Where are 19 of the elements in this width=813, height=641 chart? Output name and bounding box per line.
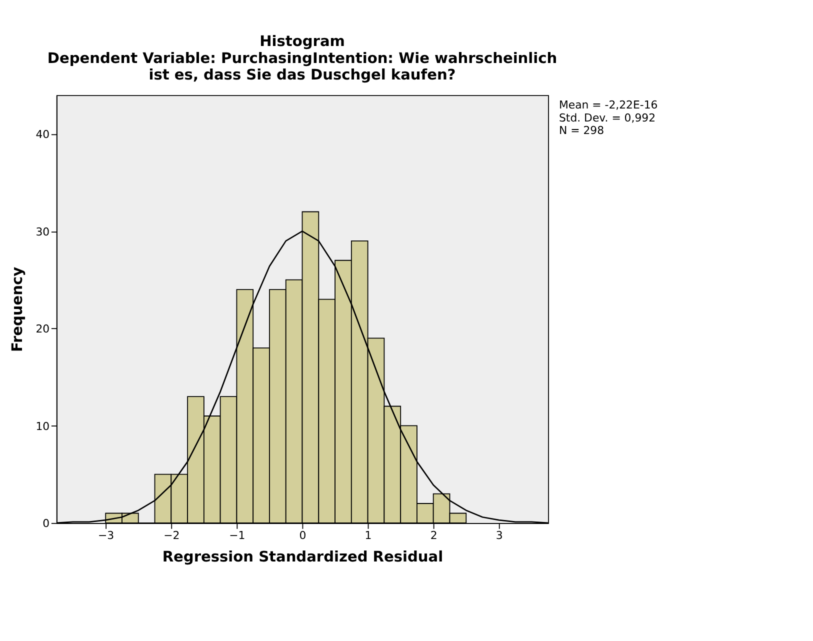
x-axis-title: Regression Standardized Residual: [162, 548, 444, 566]
x-tick-label: 0: [299, 528, 306, 542]
text: N = 298: [558, 124, 604, 138]
text: Mean = -2,22E-16: [558, 98, 658, 112]
x-tick-label: −2: [164, 528, 180, 542]
y-tick-label: 0: [42, 517, 50, 530]
chart-title: Histogram: [260, 32, 345, 50]
y-tick-label: 10: [36, 420, 50, 433]
x-tick-label: 2: [430, 528, 438, 542]
y-tick-label: 40: [36, 128, 50, 142]
x-tick-label: −1: [229, 528, 246, 542]
y-tick-label: 30: [36, 225, 50, 238]
text: Std. Dev. = 0,992: [558, 111, 656, 124]
x-tick-label: 1: [364, 528, 372, 542]
y-tick-label: 20: [36, 322, 50, 336]
chart-subtitle: Dependent Variable: PurchasingIntention: Wie wahrscheinlich ist es, dass Sie das Duschgel kaufen?: [47, 50, 558, 84]
x-tick-label: −3: [98, 528, 114, 542]
x-tick-label: 3: [496, 528, 503, 542]
y-axis-title: Frequency: [9, 266, 26, 352]
